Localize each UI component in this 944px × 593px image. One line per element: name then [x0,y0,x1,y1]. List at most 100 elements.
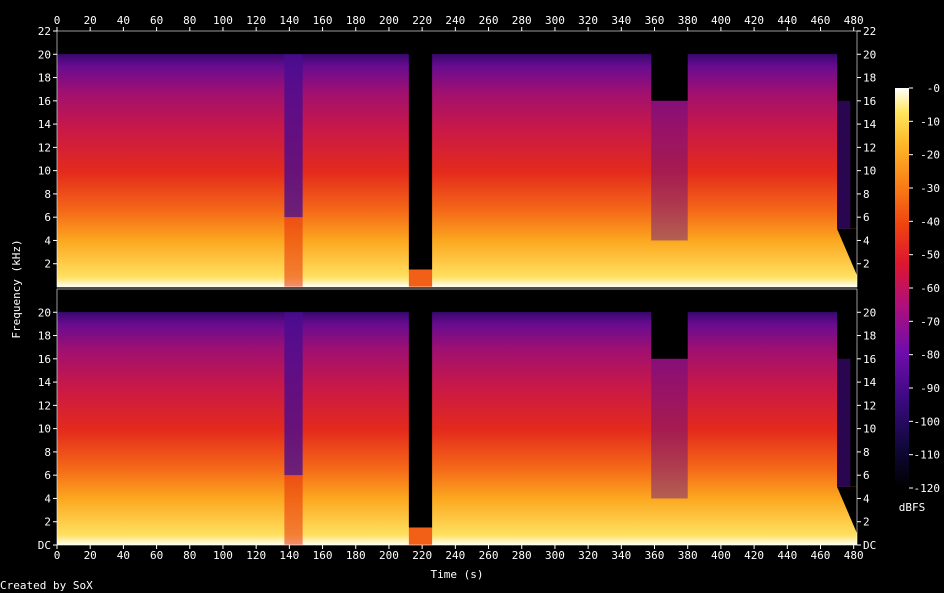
lowpass-16khz-region [651,289,688,359]
y-tick-label-left: 10 [38,423,51,436]
y-tick-label-right: 14 [863,118,877,131]
y-tick-label-right: 10 [863,423,876,436]
quiet-section [284,312,303,476]
x-tick-label-bottom: 140 [279,549,299,562]
silence-gap [408,289,433,528]
lowpass-region-body [651,100,688,241]
colorbar-tick-label: -100 [914,415,941,428]
x-tick-label-top: 0 [54,14,61,27]
y-tick-label-right: 12 [863,141,876,154]
y-tick-label-left: 18 [38,72,51,85]
colorbar-ticks: -0 -10 -20 -30 -40 -50 -60 -70 -80 -90 -100 -110 -12… [909,82,940,495]
y-tick-label-left: 16 [38,353,51,366]
x-tick-label-bottom: 160 [313,549,333,562]
colorbar-tick-label: -30 [920,182,940,195]
x-tick-label-bottom: 180 [346,549,366,562]
fade-out-tail [837,100,851,229]
y-tick-label-left: DC [38,539,51,552]
fade-out-tail [837,358,851,487]
y-tick-label-left: 10 [38,165,51,178]
colorbar-tick-label: -70 [920,315,940,328]
x-tick-label-top: 340 [611,14,631,27]
x-tick-label-top: 40 [117,14,130,27]
y-tick-label-right: 2 [863,516,870,529]
x-tick-label-bottom: 220 [412,549,432,562]
x-tick-label-bottom: 340 [611,549,631,562]
y-axis-title: Frequency (kHz) [10,239,23,338]
x-tick-label-bottom: 420 [744,549,764,562]
y-tick-label-left: 6 [44,469,51,482]
x-tick-label-bottom: 300 [545,549,565,562]
y-tick-label-right: 12 [863,399,876,412]
x-tick-label-top: 240 [445,14,465,27]
y-tick-label-left: 2 [44,258,51,271]
y-tick-label-left: 4 [44,234,51,247]
x-tick-label-bottom: 120 [246,549,266,562]
x-tick-label-bottom: 280 [512,549,532,562]
y-tick-label-left: 2 [44,516,51,529]
y-tick-label-right: 4 [863,492,870,505]
colorbar-label: dBFS [899,501,926,514]
x-tick-label-top: 460 [811,14,831,27]
x-tick-label-top: 60 [150,14,163,27]
colorbar-tick-label: -20 [920,149,940,162]
x-tick-label-top: 100 [213,14,233,27]
y-tick-label-right: 6 [863,469,870,482]
x-tick-label-top: 360 [645,14,665,27]
x-tick-label-bottom: 100 [213,549,233,562]
x-tick-label-bottom: 400 [711,549,731,562]
x-tick-label-bottom: 240 [445,549,465,562]
x-tick-label-bottom: 460 [811,549,831,562]
colorbar-tick-label: -50 [920,249,940,262]
x-tick-label-top: 380 [678,14,698,27]
x-tick-label-bottom: 320 [578,549,598,562]
fade-out-edge [837,486,857,534]
credit-text: Created by SoX [0,579,93,592]
x-tick-label-bottom: 260 [479,549,499,562]
x-tick-label-bottom: 480 [844,549,864,562]
spectrogram-channel-2 [56,288,858,546]
x-tick-label-bottom: 80 [183,549,196,562]
x-axis-bottom: 0 20 40 60 80 100 120 140 160 180 200 220 240 260 280 3… [54,545,864,562]
spectrogram-area [57,31,857,287]
x-tick-label-top: 480 [844,14,864,27]
x-tick-label-top: 260 [479,14,499,27]
x-tick-label-top: 420 [744,14,764,27]
y-tick-label-left: 20 [38,48,51,61]
x-tick-label-bottom: 360 [645,549,665,562]
y-tick-label-left: 16 [38,95,51,108]
y-tick-label-right: 18 [863,72,876,85]
colorbar-tick-label: -60 [920,282,940,295]
colorbar-tick-label: -90 [920,382,940,395]
colorbar-tick-label: -120 [914,482,941,495]
silence-gap-low [408,527,433,545]
x-tick-label-bottom: 440 [777,549,797,562]
spectrogram-channel-1 [56,30,858,288]
colorbar [895,88,909,488]
lowpass-16khz-region [651,31,688,101]
lowpass-region-body [651,358,688,499]
x-axis-top: 0 20 40 60 80 100 120 140 160 180 200 220 240 260 280 3… [54,14,864,31]
x-tick-label-top: 20 [84,14,97,27]
y-tick-label-left: 14 [38,376,52,389]
silence-gap-low [408,269,433,287]
y-tick-label-right: 20 [863,48,876,61]
y-tick-label-right: 8 [863,446,870,459]
x-tick-label-bottom: 380 [678,549,698,562]
colorbar-tick-label: -40 [920,215,940,228]
y-tick-label-left: 20 [38,306,51,319]
y-tick-label-right: 4 [863,234,870,247]
y-tick-label-right: 2 [863,258,870,271]
x-tick-label-top: 220 [412,14,432,27]
x-tick-label-top: 280 [512,14,532,27]
panel-frame [56,288,858,546]
x-tick-label-bottom: 0 [54,549,61,562]
colorbar-tick-label: -0 [927,82,940,95]
y-tick-label-right: 20 [863,306,876,319]
x-tick-label-bottom: 200 [379,549,399,562]
silence-gap [408,31,433,270]
y-tick-label-right: 16 [863,95,876,108]
colorbar-tick-label: -10 [920,115,940,128]
